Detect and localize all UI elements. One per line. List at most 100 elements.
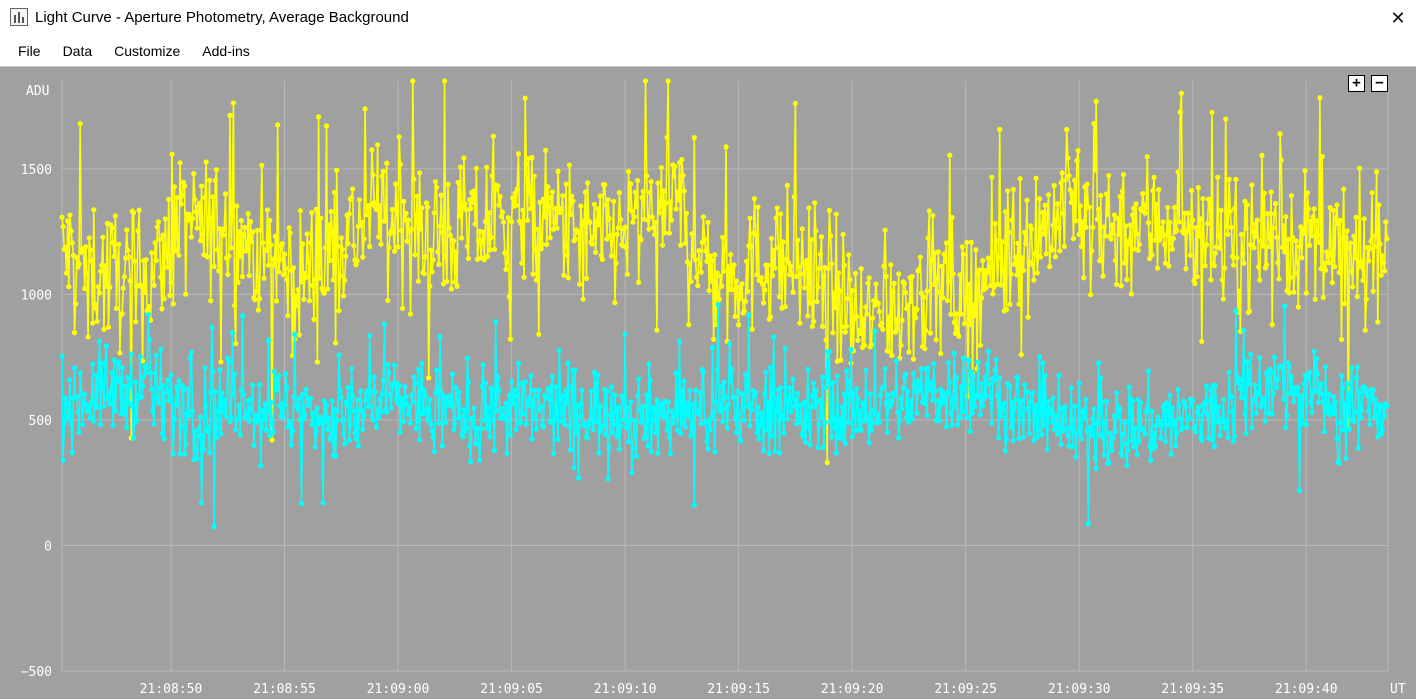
data-point	[316, 114, 322, 120]
data-point	[1372, 396, 1379, 402]
data-point	[825, 265, 831, 271]
data-point	[129, 404, 135, 410]
data-point	[1184, 228, 1190, 234]
data-point	[971, 373, 977, 379]
data-point	[1127, 222, 1133, 228]
data-point	[640, 188, 646, 194]
data-point	[672, 412, 678, 418]
data-point	[1223, 116, 1229, 122]
data-point	[407, 420, 414, 426]
data-point	[518, 220, 524, 226]
menu-add-ins[interactable]: Add-ins	[202, 43, 250, 59]
data-point	[1093, 465, 1099, 472]
data-point	[1011, 261, 1018, 267]
data-point	[598, 428, 604, 434]
data-point	[1081, 275, 1087, 281]
data-point	[218, 431, 224, 437]
data-point	[457, 413, 464, 419]
data-point	[621, 417, 627, 423]
menu-data[interactable]: Data	[62, 43, 93, 59]
data-point	[244, 413, 250, 419]
data-point	[144, 364, 150, 370]
data-point	[581, 218, 587, 224]
data-point	[770, 388, 776, 395]
data-point	[1225, 231, 1231, 237]
data-point	[696, 248, 702, 254]
data-point	[1298, 224, 1304, 230]
data-point	[1216, 404, 1222, 410]
data-point	[1024, 197, 1030, 203]
data-point	[992, 367, 998, 373]
data-point	[753, 232, 759, 238]
data-point	[1275, 260, 1281, 266]
data-point	[133, 379, 139, 385]
menu-customize[interactable]: Customize	[114, 43, 181, 59]
data-point	[1333, 399, 1339, 405]
data-point	[1342, 401, 1348, 407]
menu-file[interactable]: File	[18, 43, 41, 59]
data-point	[1195, 185, 1201, 191]
data-point	[1328, 403, 1334, 410]
data-point	[863, 367, 869, 373]
data-point	[256, 382, 263, 388]
data-point	[369, 147, 375, 153]
data-point	[1279, 364, 1285, 370]
data-point	[993, 357, 999, 363]
data-point	[485, 253, 491, 259]
data-point	[612, 300, 618, 306]
data-point	[654, 327, 660, 333]
data-point	[832, 304, 838, 311]
data-point	[707, 427, 713, 433]
data-point	[908, 298, 914, 304]
data-point	[1383, 219, 1389, 225]
data-point	[1329, 280, 1335, 286]
zoom-out-button[interactable]: −	[1371, 75, 1388, 92]
data-point	[1243, 225, 1249, 231]
data-point	[732, 415, 738, 421]
close-button[interactable]: ✕	[1390, 7, 1406, 28]
data-point	[1047, 264, 1053, 270]
data-point	[178, 201, 184, 207]
data-point	[1055, 431, 1061, 437]
data-point	[1179, 425, 1186, 431]
data-point	[1003, 306, 1010, 313]
data-point	[846, 420, 852, 426]
data-point	[1326, 391, 1332, 397]
data-point	[624, 271, 631, 277]
data-point	[545, 184, 551, 190]
data-point	[1279, 244, 1285, 250]
data-point	[1115, 215, 1121, 221]
data-point	[417, 437, 423, 443]
data-point	[1176, 402, 1182, 408]
data-point	[904, 415, 910, 421]
data-point	[842, 329, 848, 335]
data-point	[715, 301, 721, 308]
data-point	[667, 199, 674, 205]
data-point	[1066, 173, 1072, 179]
zoom-in-button[interactable]: +	[1348, 75, 1365, 92]
data-point	[284, 277, 290, 283]
data-point	[259, 424, 265, 430]
data-point	[168, 279, 174, 286]
data-point	[1183, 404, 1189, 410]
data-point	[1139, 207, 1145, 213]
data-point	[532, 416, 539, 422]
data-point	[287, 230, 293, 236]
data-point	[384, 160, 390, 166]
data-point	[1159, 233, 1165, 239]
data-point	[150, 274, 156, 280]
data-point	[811, 380, 817, 386]
data-point	[1263, 262, 1270, 268]
grid-lines	[61, 81, 1389, 672]
data-point	[915, 378, 921, 384]
data-point	[236, 402, 242, 408]
data-point	[759, 418, 766, 425]
data-point	[728, 251, 734, 258]
data-point	[1098, 375, 1104, 381]
data-point	[196, 200, 202, 206]
data-point	[246, 272, 252, 279]
data-point	[594, 380, 600, 386]
data-point	[1384, 403, 1390, 409]
data-point	[62, 245, 68, 251]
data-point	[370, 417, 376, 423]
